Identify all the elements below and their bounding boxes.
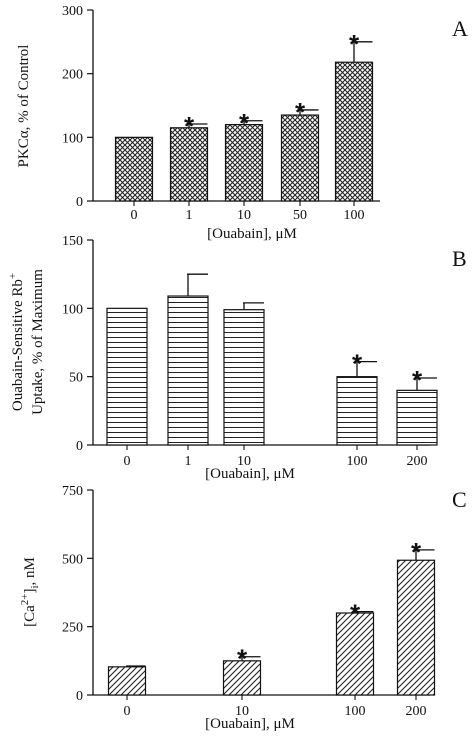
panel-b-bar	[106, 307, 148, 446]
panel-b-x-tick-label: 200	[407, 454, 428, 469]
panel-a-significance-star: *	[295, 97, 306, 127]
panel-a-y-tick-label: 100	[62, 131, 83, 146]
panel-b-y-axis-label-line1: Ouabain-Sensitive Rb+	[7, 273, 26, 411]
panel-a-x-axis-label: [Ouabain], μM	[207, 226, 297, 242]
panel-b-significance-star: *	[352, 349, 363, 379]
panel-b-bar	[223, 309, 265, 446]
panel-a-x-tick-label: 50	[293, 208, 307, 223]
panel-c-plot: 0 250 500 750 0 10 * 100 * 200 *	[62, 484, 436, 719]
panel-a-bar	[334, 61, 374, 202]
panel-b-bar	[167, 295, 209, 446]
panel-c-significance-star: *	[350, 599, 361, 629]
panel-b-plot: 0 50 100 150 0 1 10 100 * 200 *	[62, 234, 438, 469]
panel-c-y-tick-label: 0	[76, 689, 83, 704]
panel-b-x-tick-label: 1	[185, 454, 192, 469]
panel-c-letter: C	[452, 487, 467, 512]
panel-c-calcium-chart: C [Ca2+]i, nM [Ouabain], μM 0 250 500 750 0 1…	[19, 484, 467, 732]
panel-c-bar	[335, 612, 375, 696]
panel-a-significance-star: *	[349, 29, 360, 59]
panel-c-y-tick-label: 500	[62, 552, 83, 567]
panel-a-y-tick-label: 300	[62, 4, 83, 19]
panel-c-y-axis-label: [Ca2+]i, nM	[19, 557, 41, 627]
panel-c-y-tick-label: 750	[62, 484, 83, 499]
panel-b-y-tick-label: 50	[69, 371, 83, 386]
panel-c-significance-star: *	[411, 537, 422, 567]
panel-c-bar	[396, 559, 436, 696]
panel-b-x-tick-label: 10	[237, 454, 251, 469]
panel-b-significance-star: *	[412, 365, 423, 395]
panel-a-bar	[114, 136, 154, 202]
panel-c-x-tick-label: 100	[345, 704, 366, 719]
panel-b-y-tick-label: 0	[76, 439, 83, 454]
panel-a-x-tick-label: 1	[186, 208, 193, 223]
panel-b-y-tick-label: 100	[62, 302, 83, 317]
panel-a-bar	[280, 114, 320, 202]
panel-c-x-axis-label: [Ouabain], μM	[205, 716, 295, 732]
panel-a-y-tick-label: 200	[62, 68, 83, 83]
panel-a-x-tick-label: 0	[131, 208, 138, 223]
panel-a-y-tick-label: 0	[76, 195, 83, 210]
panel-a-plot: 0 100 200 300 0 1 * 10 * 50 * 100 *	[62, 4, 380, 223]
panel-b-bar	[396, 389, 438, 446]
panel-c-x-tick-label: 200	[406, 704, 427, 719]
panel-c-bar	[107, 666, 147, 696]
panel-b-letter: B	[452, 246, 467, 271]
panel-b-x-tick-label: 0	[124, 454, 131, 469]
panel-a-x-tick-label: 10	[237, 208, 251, 223]
panel-b-x-axis-label: [Ouabain], μM	[205, 466, 295, 482]
panel-a-y-axis-label: PKCα, % of Control	[16, 45, 32, 168]
panel-b-bar	[336, 376, 378, 446]
panel-b-y-axis-label-line2: Uptake, % of Maximum	[30, 269, 46, 415]
panel-b-y-tick-label: 150	[62, 234, 83, 249]
panel-a-pkc-chart: A PKCα, % of Control [Ouabain], μM 01002…	[16, 4, 468, 242]
panel-a-x-tick-label: 100	[344, 208, 365, 223]
panel-c-significance-star: *	[237, 644, 248, 674]
panel-c-y-tick-label: 250	[62, 621, 83, 636]
panel-c-x-tick-label: 0	[124, 704, 131, 719]
panel-b-x-tick-label: 100	[347, 454, 368, 469]
panel-b-rb-uptake-chart: B Ouabain-Sensitive Rb+ Uptake, % of Max…	[7, 234, 467, 482]
panel-a-letter: A	[452, 16, 468, 41]
panel-a-significance-star: *	[184, 111, 195, 141]
panel-a-significance-star: *	[239, 108, 250, 138]
panel-c-x-tick-label: 10	[235, 704, 249, 719]
